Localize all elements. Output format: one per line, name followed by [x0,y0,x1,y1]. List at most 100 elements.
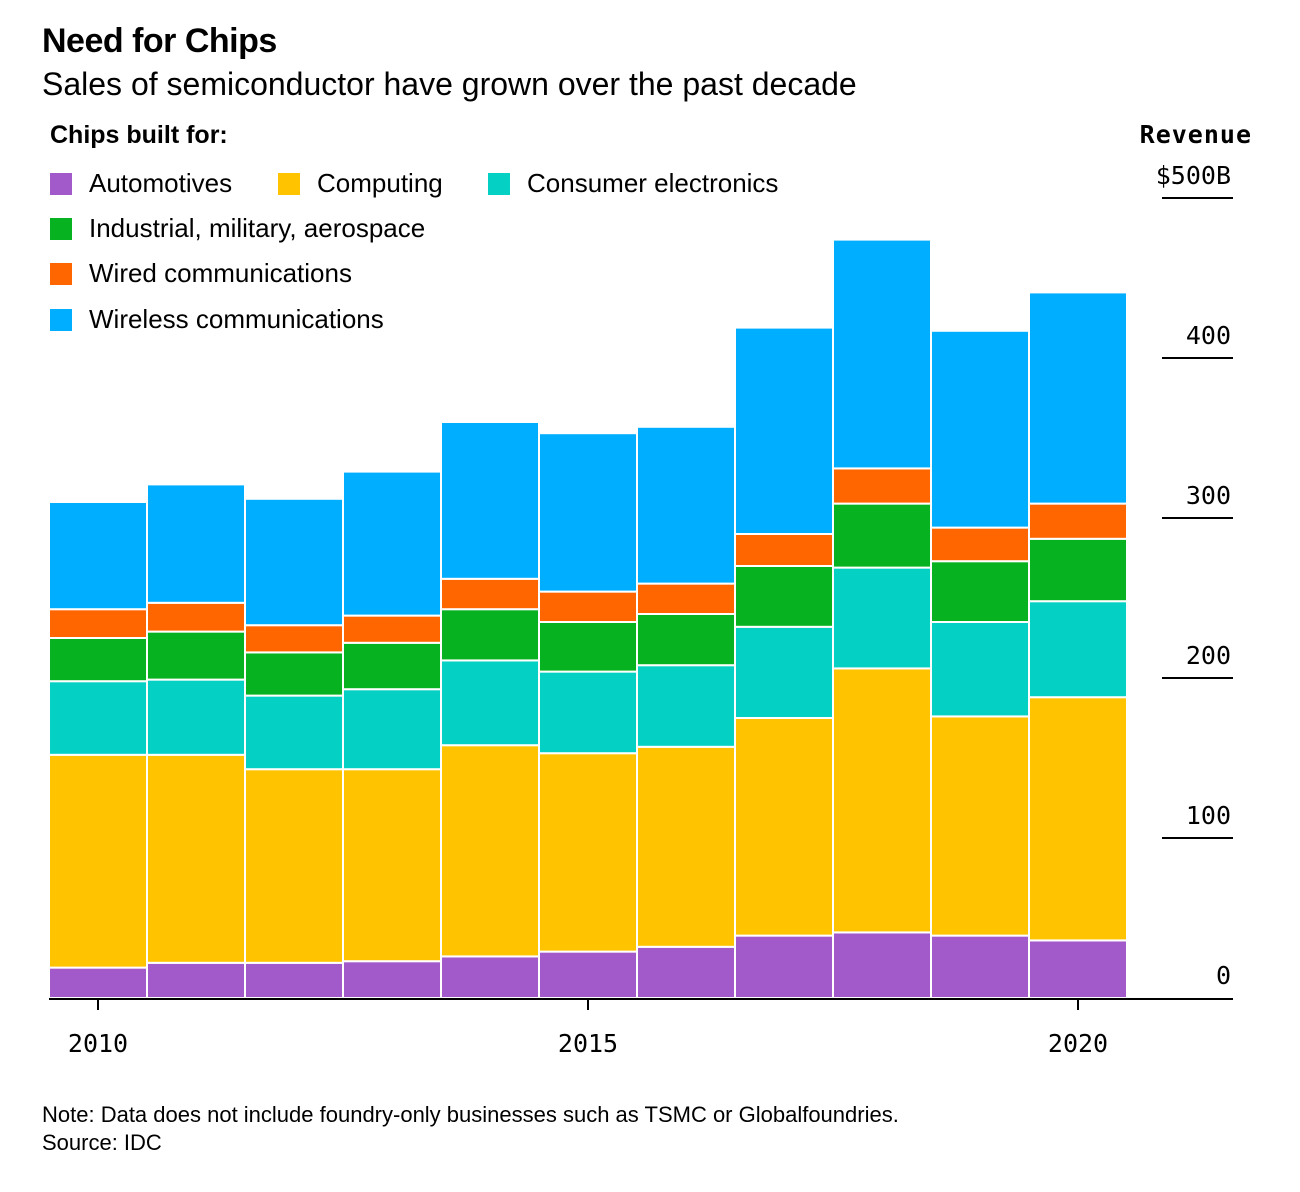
legend-swatch [50,172,72,195]
bar-segment-2014-4 [440,577,540,611]
bar-segment-2020-5 [1028,291,1128,505]
bar-segment-2015-5 [538,432,638,593]
bar-segment-2018-2 [832,566,932,670]
y-tick-label: 300 [1186,481,1231,510]
bar-segment-2018-1 [832,667,932,934]
bar-segment-2010-5 [48,501,148,611]
bar-segment-2013-5 [342,470,442,617]
bar-segment-2018-3 [832,502,932,569]
bar-segment-2019-0 [930,934,1030,999]
bar-segment-2012-0 [244,961,344,999]
bar-segment-2015-0 [538,950,638,999]
y-tick-label: 200 [1186,641,1231,670]
bar-segment-2016-5 [636,425,736,585]
legend-item-consumer-electronics: Consumer electronics [488,168,778,199]
bar-segment-2015-3 [538,621,638,673]
y-axis-title: Revenue [1139,120,1252,149]
footer-note: Note: Data does not include foundry-only… [42,1102,899,1127]
legend-swatch [50,262,72,285]
bar-segment-2011-4 [146,601,246,633]
bar-segment-2012-2 [244,694,344,771]
bar-segment-2013-0 [342,960,442,1000]
legend-item-industrial: Industrial, military, aerospace [50,213,425,244]
x-tick-label: 2010 [68,1029,128,1058]
bar-segment-2019-2 [930,621,1030,718]
bar-segment-2019-5 [930,329,1030,529]
y-tick-label: 400 [1186,321,1231,350]
legend-swatch [278,172,300,195]
bar-segment-2019-4 [930,526,1030,563]
legend-swatch [488,172,510,195]
bar-segment-2018-5 [832,238,932,470]
bar-segment-2010-1 [48,753,148,969]
bar-segment-2014-5 [440,421,540,580]
legend-item-computing: Computing [278,168,443,199]
bar-segment-2020-2 [1028,600,1128,699]
bar-segment-2020-3 [1028,537,1128,603]
bar-segment-2019-1 [930,715,1030,937]
bar-segment-2016-1 [636,745,736,948]
bar-segment-2020-4 [1028,502,1128,540]
legend-label: Wireless communications [89,304,384,334]
legend-item-wireless: Wireless communications [50,304,384,335]
bar-segment-2015-1 [538,752,638,953]
bar-segment-2015-2 [538,670,638,755]
x-tick-label: 2020 [1048,1029,1108,1058]
bar-segment-2010-2 [48,680,148,756]
x-tick-label: 2015 [558,1029,618,1058]
bar-segment-2011-5 [146,483,246,604]
y-tick-label: $500B [1156,161,1231,190]
bar-segment-2017-0 [734,934,834,999]
bar-segment-2016-0 [636,945,736,999]
bar-segment-2012-3 [244,651,344,697]
bar-segment-2010-4 [48,608,148,640]
bar-segment-2020-0 [1028,939,1128,1000]
bar-segment-2015-4 [538,590,638,623]
bar-segment-2010-0 [48,966,148,999]
legend-heading: Chips built for: [50,121,228,149]
legend-label: Automotives [89,168,233,198]
bar-segment-2017-3 [734,565,834,628]
bar-segment-2019-3 [930,560,1030,624]
bar-segment-2016-2 [636,664,736,748]
bar-segment-2013-3 [342,641,442,691]
legend-label: Industrial, military, aerospace [89,213,426,243]
bar-segment-2018-4 [832,467,932,505]
legend-label: Wired communications [89,258,352,288]
bar-segment-2014-1 [440,744,540,958]
chart-title: Need for Chips [42,22,277,60]
bar-segment-2011-3 [146,630,246,681]
legend-item-automotives: Automotives [50,168,232,199]
footer-source: Source: IDC [42,1130,162,1155]
bar-segment-2012-4 [244,624,344,654]
bar-segment-2010-3 [48,637,148,683]
bar-segment-2013-4 [342,614,442,644]
y-tick-label: 100 [1186,801,1231,830]
bar-segment-2016-3 [636,613,736,667]
bar-segment-2016-4 [636,582,736,615]
bar-segment-2011-1 [146,753,246,964]
bar-segment-2014-3 [440,608,540,662]
bar-segment-2014-2 [440,659,540,747]
bar-segment-2018-0 [832,931,932,1000]
bar-segment-2020-1 [1028,696,1128,942]
chart-subtitle: Sales of semiconductor have grown over t… [42,66,857,102]
legend-label: Consumer electronics [527,168,779,198]
bar-segment-2012-1 [244,768,344,964]
bar-segment-2014-0 [440,955,540,1000]
bar-segment-2017-2 [734,625,834,719]
legend-swatch [50,308,72,331]
bar-segment-2012-5 [244,497,344,627]
legend-item-wired: Wired communications [50,258,352,289]
bar-segment-2017-4 [734,533,834,567]
legend-swatch [50,217,72,240]
bar-segment-2017-5 [734,326,834,535]
bar-segment-2017-1 [734,717,834,937]
bar-segment-2011-0 [146,961,246,999]
bar-segment-2013-1 [342,768,442,963]
y-tick-label: 0 [1216,961,1231,990]
bar-segment-2011-2 [146,678,246,756]
legend-label: Computing [317,168,443,198]
bar-segment-2013-2 [342,688,442,771]
